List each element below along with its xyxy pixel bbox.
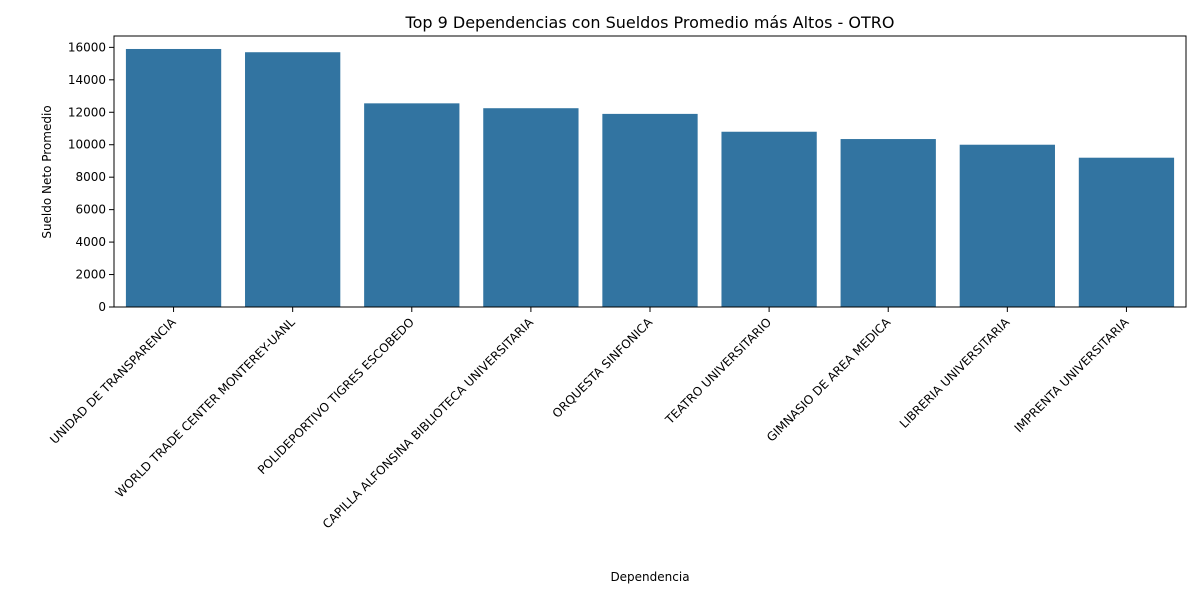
- bars-group: [125, 48, 1175, 308]
- plot-frame: [113, 35, 1187, 308]
- y-tick-label: 16000: [68, 40, 106, 54]
- x-tick-label: ORQUESTA SINFONICA: [550, 315, 656, 421]
- bar: [840, 139, 936, 307]
- x-axis-label: Dependencia: [610, 570, 689, 584]
- y-tick-label: 14000: [68, 73, 106, 87]
- bar: [245, 52, 341, 308]
- bar: [721, 131, 817, 307]
- bar: [1078, 157, 1175, 307]
- y-tick-label: 0: [98, 300, 106, 314]
- chart-title: Top 9 Dependencias con Sueldos Promedio …: [405, 13, 895, 32]
- y-tick-label: 12000: [68, 105, 106, 119]
- x-tick-label: UNIDAD DE TRANSPARENCIA: [47, 315, 179, 447]
- y-tick-label: 8000: [75, 170, 106, 184]
- bar: [959, 144, 1055, 307]
- bar: [125, 48, 222, 308]
- bar: [602, 113, 698, 307]
- x-tick-label: GIMNASIO DE AREA MEDICA: [764, 315, 894, 445]
- y-axis-label: Sueldo Neto Promedio: [40, 105, 54, 238]
- bar: [364, 103, 460, 307]
- y-tick-label: 2000: [75, 268, 106, 282]
- x-tick-label: TEATRO UNIVERSITARIO: [662, 315, 774, 427]
- y-axis-ticks: 0 2000 4000 6000 8000 10000 12000 14000 16000: [68, 40, 114, 314]
- x-tick-label: IMPRENTA UNIVERSITARIA: [1012, 315, 1133, 436]
- y-tick-label: 10000: [68, 138, 106, 152]
- bar: [483, 108, 579, 307]
- x-tick-label: LIBRERIA UNIVERSITARIA: [897, 315, 1013, 431]
- y-tick-label: 6000: [75, 203, 106, 217]
- x-tick-label: CAPILLA ALFONSINA BIBLIOTECA UNIVERSITAR…: [320, 315, 537, 532]
- y-tick-label: 4000: [75, 235, 106, 249]
